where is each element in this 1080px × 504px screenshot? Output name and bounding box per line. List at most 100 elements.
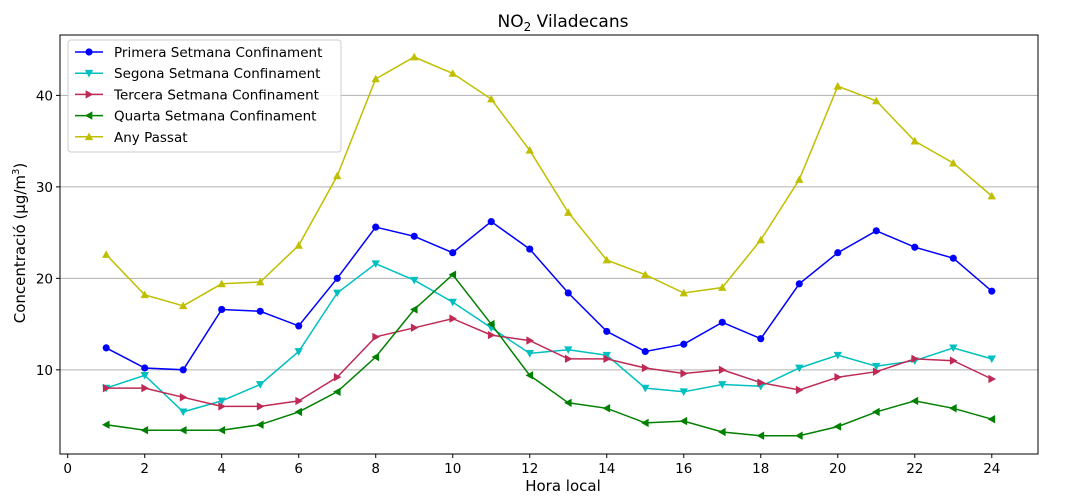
data-point — [487, 330, 496, 340]
data-point — [757, 378, 765, 387]
data-point — [603, 354, 611, 364]
data-point — [179, 301, 188, 310]
data-point — [410, 305, 418, 314]
data-point — [679, 288, 688, 297]
data-point — [602, 404, 611, 413]
data-point — [795, 431, 803, 440]
data-point — [679, 416, 688, 426]
data-point — [525, 146, 534, 154]
series-line — [106, 273, 993, 437]
data-point — [949, 356, 958, 365]
x-tick-label: 0 — [63, 461, 72, 477]
data-point — [218, 305, 226, 314]
legend-item: Tercera Setmana Confinament — [75, 87, 319, 103]
data-point — [410, 52, 419, 61]
data-point — [987, 355, 996, 364]
data-point — [333, 387, 341, 396]
data-point — [179, 426, 187, 435]
data-point — [256, 307, 264, 315]
data-point — [988, 374, 996, 384]
data-point — [564, 289, 572, 297]
data-point — [179, 366, 187, 374]
data-point — [757, 335, 765, 343]
data-point — [448, 270, 457, 279]
data-point — [525, 371, 534, 380]
legend-label: Any Passat — [114, 130, 188, 146]
data-point — [410, 323, 419, 332]
chart-title: NO2 Viladecans — [498, 12, 629, 34]
data-point — [333, 171, 342, 180]
data-point — [795, 280, 803, 288]
data-point — [525, 350, 534, 358]
data-point — [679, 388, 688, 396]
data-point — [564, 354, 573, 364]
data-point — [256, 277, 265, 286]
data-point — [371, 74, 380, 83]
data-point — [256, 381, 265, 389]
x-tick-label: 24 — [983, 461, 1000, 477]
data-point — [179, 408, 188, 417]
data-point — [410, 276, 419, 285]
data-point — [833, 422, 842, 431]
data-point — [602, 351, 611, 360]
data-point — [333, 289, 342, 298]
data-point — [294, 348, 303, 356]
data-point — [487, 94, 496, 103]
data-point — [756, 431, 765, 440]
data-point — [85, 90, 94, 99]
data-point — [641, 347, 649, 356]
legend-label: Segona Setmana Confinament — [114, 66, 320, 82]
data-point — [141, 364, 149, 372]
data-point — [795, 175, 804, 183]
data-point — [102, 250, 111, 258]
data-point — [487, 218, 495, 226]
data-point — [295, 396, 303, 406]
data-point — [84, 132, 94, 141]
x-axis-label: Hora local — [525, 477, 601, 495]
legend-label: Quarta Setmana Confinament — [114, 109, 316, 125]
data-point — [140, 426, 149, 435]
x-tick-label: 10 — [444, 461, 461, 477]
data-point — [564, 346, 573, 354]
data-point — [84, 69, 94, 78]
legend-item: Quarta Setmana Confinament — [75, 109, 316, 125]
legend: Primera Setmana Confinament Segona Setman… — [67, 39, 342, 153]
data-point — [872, 96, 881, 105]
data-point — [448, 69, 457, 77]
x-tick-label: 12 — [521, 461, 538, 477]
y-axis: 10 20 30 40 — [36, 88, 60, 379]
legend-item: Any Passat — [75, 130, 188, 146]
data-point — [872, 227, 880, 235]
data-point — [449, 249, 457, 257]
data-point — [987, 415, 996, 424]
data-point — [448, 298, 457, 307]
data-point — [141, 383, 149, 393]
x-tick-label: 16 — [675, 461, 692, 477]
data-point — [795, 385, 804, 395]
series-line — [105, 220, 993, 371]
y-tick-label: 20 — [36, 271, 53, 287]
series-2 — [102, 260, 996, 417]
legend-item: Segona Setmana Confinament — [75, 66, 320, 82]
data-point — [872, 367, 881, 376]
data-point — [911, 354, 919, 364]
y-tick-label: 30 — [36, 180, 53, 196]
data-point — [256, 420, 264, 429]
data-point — [487, 319, 495, 329]
x-tick-label: 6 — [294, 461, 303, 477]
data-point — [949, 344, 958, 353]
data-point — [988, 287, 996, 295]
y-axis-label: Concentració (μg/m3) — [11, 163, 29, 324]
data-point — [910, 396, 919, 406]
data-point — [718, 427, 726, 437]
data-point — [371, 352, 380, 362]
data-point — [140, 371, 149, 380]
data-point — [641, 363, 650, 373]
data-point — [294, 407, 303, 417]
x-tick-label: 20 — [829, 461, 846, 477]
data-point — [449, 314, 457, 323]
data-point — [911, 243, 919, 251]
legend-label: Tercera Setmana Confinament — [113, 87, 319, 103]
data-point — [333, 274, 341, 282]
